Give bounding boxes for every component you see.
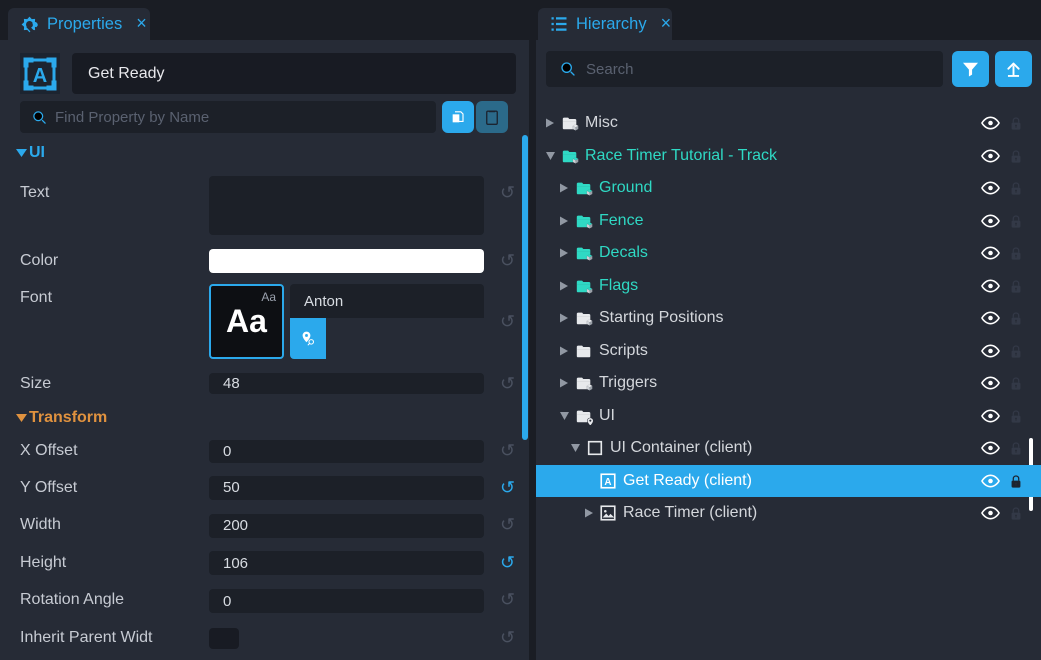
svg-text:A: A <box>33 65 47 87</box>
